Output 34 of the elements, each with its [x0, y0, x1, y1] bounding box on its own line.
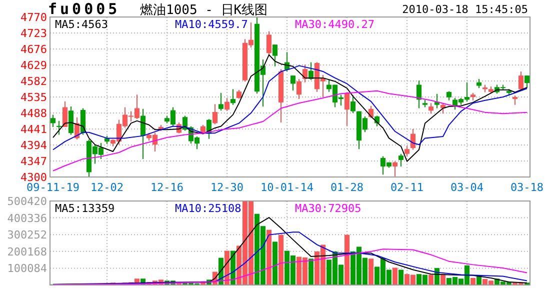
text: MA5:4563 — [55, 18, 108, 31]
y-tick-label: 4723 — [20, 27, 47, 40]
chart-title: fu0005 — [48, 0, 120, 18]
x-tick-label: 12-30 — [210, 181, 244, 194]
text: MA10:25108 — [175, 202, 242, 215]
x-tick-label: 12-02 — [90, 181, 124, 194]
y-tick-label: 100084 — [7, 262, 48, 276]
y-tick-label: 500420 — [7, 195, 47, 208]
x-tick-label: 03-18 — [510, 181, 544, 194]
x-tick-label: 03-04 — [450, 181, 484, 194]
chart-subtitle: 燃油1005 - 日K线图 — [140, 3, 268, 18]
y-tick-label: 4770 — [20, 11, 47, 24]
x-tick-label: 12-16 — [150, 181, 184, 194]
x-tick-label: 10-01-14 — [260, 181, 314, 194]
y-tick-label: 400336 — [7, 212, 47, 225]
text: MA10:4559.7 — [175, 18, 248, 31]
y-tick-label: 4300 — [20, 171, 47, 184]
y-tick-label: 4535 — [20, 91, 47, 104]
x-tick-label: 02-11 — [390, 181, 424, 194]
y-tick-label: 300252 — [7, 228, 47, 242]
x-tick-label: 09-11-19 — [26, 181, 80, 194]
y-tick-label: 4629 — [20, 59, 47, 72]
y-tick-label: 4441 — [20, 123, 47, 136]
text: 2010-03-18 15:45:05 — [402, 3, 528, 16]
text: MA30:4490.27 — [295, 18, 374, 31]
y-tick-label: 4582 — [20, 75, 47, 88]
text: MA5:13359 — [55, 202, 115, 215]
x-tick-label: 01-28 — [330, 181, 364, 194]
y-tick-label: 4676 — [20, 43, 47, 56]
y-tick-label: 200168 — [7, 245, 47, 258]
text: MA30:72905 — [295, 202, 362, 215]
y-tick-label: 4347 — [20, 155, 47, 168]
y-tick-label: 4488 — [20, 107, 47, 120]
y-tick-label: 4394 — [20, 139, 48, 152]
